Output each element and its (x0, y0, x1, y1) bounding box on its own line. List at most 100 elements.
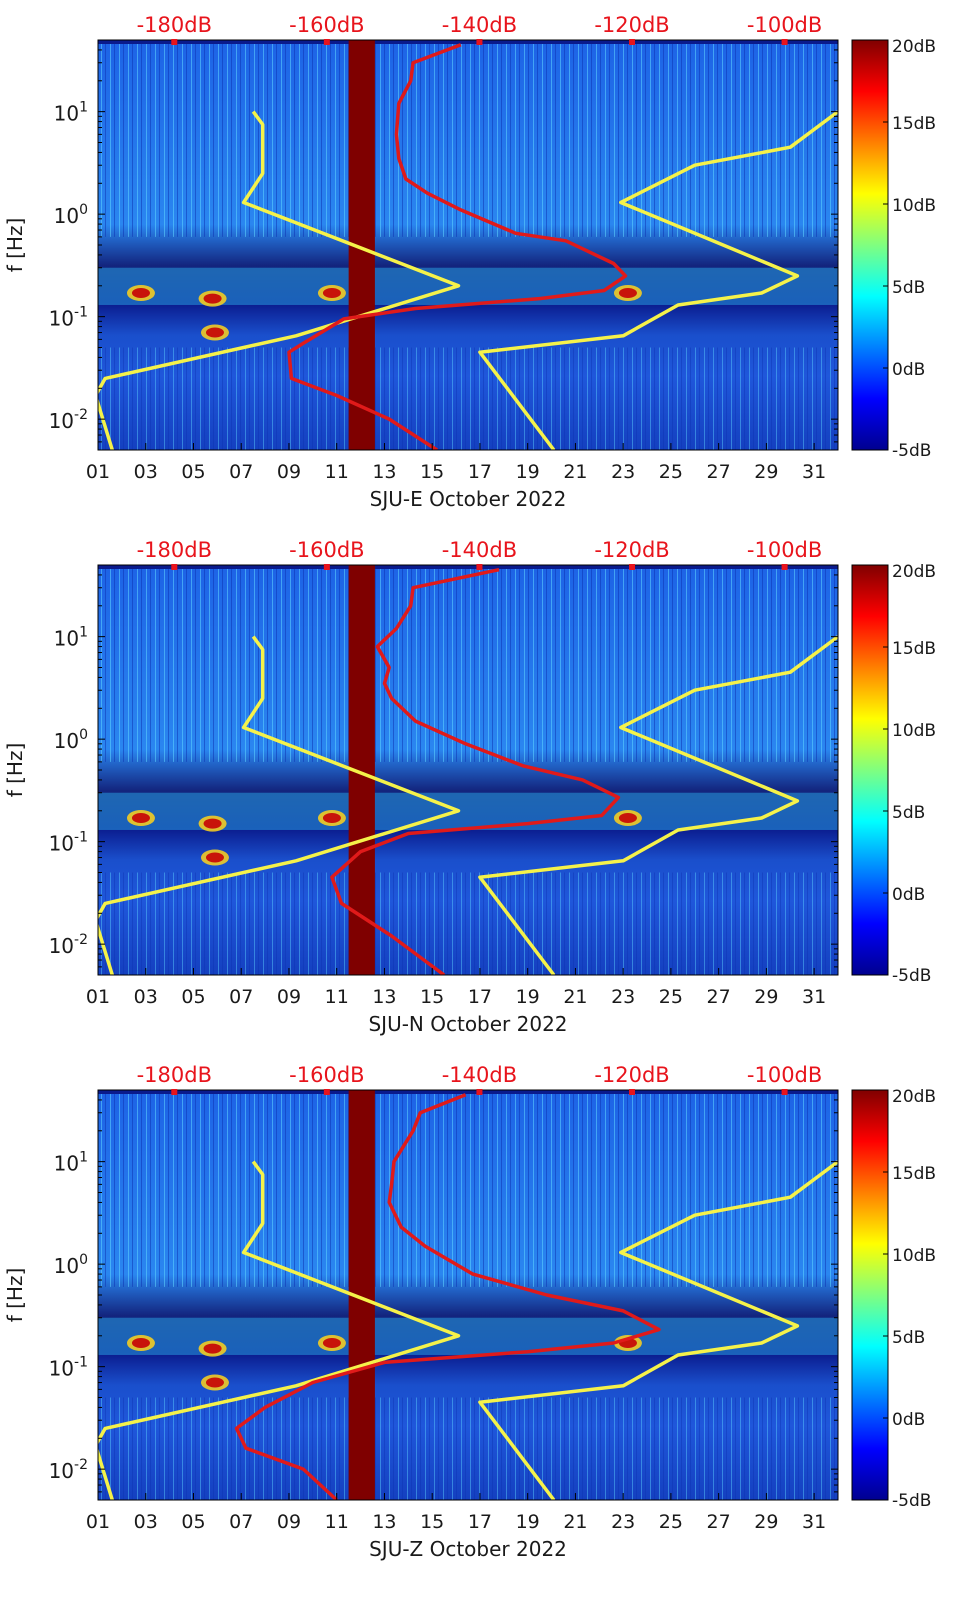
colorbar-label: 0dB (892, 360, 925, 380)
top-db-tick (171, 1089, 178, 1095)
colorbar (851, 564, 889, 976)
spectrogram-streaks-high (98, 40, 838, 237)
x-axis-label: SJU-Z October 2022 (369, 1537, 567, 1561)
top-db-label: -120dB (594, 13, 669, 37)
top-db-tick (323, 39, 330, 45)
colorbar-label: 0dB (892, 885, 925, 905)
colorbar-label: 5dB (892, 803, 925, 823)
colorbar-label: 15dB (892, 639, 936, 659)
spectrogram-streaks-low (98, 347, 838, 450)
top-db-tick (171, 564, 178, 570)
x-tick-label: 27 (707, 986, 731, 1008)
yellow-curve-low-noise-model (98, 635, 461, 975)
top-db-tick (476, 564, 483, 570)
x-tick-label: 05 (181, 1511, 205, 1533)
x-tick-label: 11 (325, 461, 349, 483)
top-db-label: -140dB (442, 1063, 517, 1087)
y-tick-label: 10-1 (49, 1355, 88, 1381)
yellow-curve-high-noise-model (478, 635, 838, 975)
y-tick-label-base: 10 (54, 1152, 79, 1176)
x-tick-label: 27 (707, 1511, 731, 1533)
y-axis-label: f [Hz] (3, 743, 27, 798)
x-tick-label: 09 (277, 461, 301, 483)
y-tick-label-exponent: 1 (79, 100, 88, 116)
y-tick-label-base: 10 (49, 832, 74, 856)
y-tick-label-exponent: 0 (79, 1252, 88, 1268)
colorbar-label: -5dB (892, 966, 931, 986)
storm-spot-core (203, 293, 222, 304)
storm-spot-core (618, 288, 637, 299)
storm-spot-core (322, 288, 341, 299)
colorbar-label: 10dB (892, 1246, 936, 1266)
x-tick-label: 25 (659, 986, 683, 1008)
x-tick-label: 01 (86, 461, 110, 483)
x-tick-label: 09 (277, 986, 301, 1008)
y-tick-label-exponent: -2 (74, 407, 88, 423)
top-db-label: -180dB (137, 13, 212, 37)
x-tick-label: 03 (134, 986, 158, 1008)
x-tick-label: 13 (372, 461, 396, 483)
top-db-label: -180dB (137, 1063, 212, 1087)
top-db-tick (323, 564, 330, 570)
y-tick-label: 10-2 (49, 932, 88, 958)
top-db-label: -100dB (747, 13, 822, 37)
x-tick-label: 05 (181, 986, 205, 1008)
x-tick-label: 11 (325, 986, 349, 1008)
top-db-tick (629, 1089, 636, 1095)
colorbar-label: 10dB (892, 196, 936, 216)
x-tick-label: 17 (468, 986, 492, 1008)
top-strip (98, 1090, 838, 1094)
top-db-label: -140dB (442, 13, 517, 37)
x-tick-label: 19 (516, 461, 540, 483)
x-tick-label: 15 (420, 461, 444, 483)
x-tick-label: 17 (468, 461, 492, 483)
colorbar-label: 0dB (892, 1410, 925, 1430)
storm-spot-core (131, 813, 150, 824)
top-db-label: -120dB (594, 538, 669, 562)
storm-spot-core (205, 327, 224, 338)
y-tick-label-base: 10 (49, 1459, 74, 1483)
y-tick-label-base: 10 (54, 729, 79, 753)
y-tick-label: 100 (54, 727, 88, 753)
colorbar-label: 20dB (892, 37, 936, 57)
top-db-label: -100dB (747, 538, 822, 562)
spectrogram-streaks-high (98, 1090, 838, 1287)
x-tick-label: 17 (468, 1511, 492, 1533)
top-strip (98, 40, 838, 44)
y-tick-label-base: 10 (49, 934, 74, 958)
top-db-tick (171, 39, 178, 45)
top-db-tick (629, 39, 636, 45)
spectrogram-streaks-low (98, 1397, 838, 1500)
colorbar (851, 1089, 889, 1501)
x-tick-label: 21 (563, 1511, 587, 1533)
x-tick-label: 23 (611, 986, 635, 1008)
x-tick-label: 19 (516, 986, 540, 1008)
y-tick-label-base: 10 (49, 1357, 74, 1381)
y-tick-label: 101 (54, 100, 88, 126)
top-strip (98, 565, 838, 569)
top-db-tick (629, 564, 636, 570)
x-tick-label: 25 (659, 461, 683, 483)
y-tick-label-base: 10 (54, 204, 79, 228)
red-curve-median-psd (234, 1093, 661, 1500)
x-tick-label: 27 (707, 461, 731, 483)
storm-spot-core (618, 813, 637, 824)
spectrogram (98, 565, 838, 975)
red-curve-median-psd (287, 43, 628, 450)
storm-spot-core (131, 288, 150, 299)
x-tick-label: 13 (372, 1511, 396, 1533)
colorbar-label: 15dB (892, 1164, 936, 1184)
y-tick-label-exponent: 0 (79, 202, 88, 218)
x-tick-label: 07 (229, 461, 253, 483)
colorbar-label: -5dB (892, 1491, 931, 1511)
x-tick-label: 31 (802, 986, 826, 1008)
top-db-tick (781, 1089, 788, 1095)
x-tick-label: 07 (229, 1511, 253, 1533)
top-db-label: -160dB (289, 538, 364, 562)
x-tick-label: 29 (754, 1511, 778, 1533)
